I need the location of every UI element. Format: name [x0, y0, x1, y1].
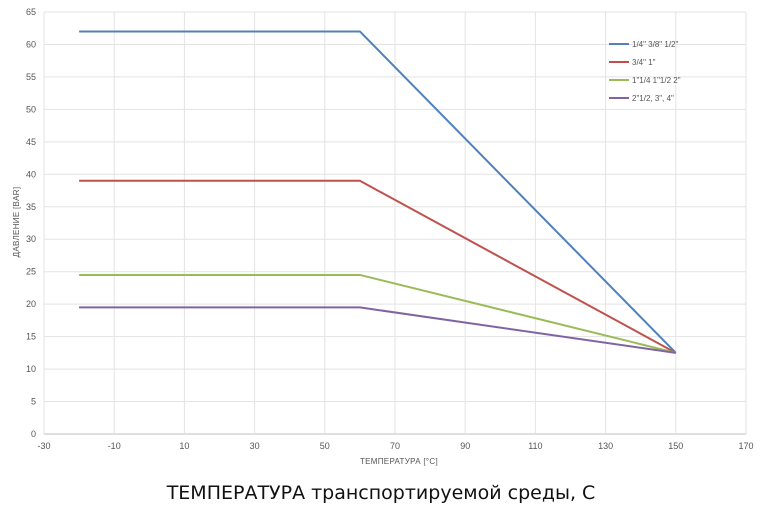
legend-label: 2"1/2, 3", 4" — [632, 94, 674, 103]
x-tick-label: 90 — [460, 441, 470, 451]
y-tick-label: 25 — [26, 267, 36, 277]
x-axis-ticks: -30 -10 10 30 50 70 90 110 130 150 170 — [37, 441, 753, 451]
y-tick-label: 45 — [26, 137, 36, 147]
x-tick-label: -10 — [108, 441, 121, 451]
series-line-4 — [79, 306, 676, 354]
y-tick-label: 10 — [26, 364, 36, 374]
x-axis-title: ТЕМПЕРАТУРА [°C] — [360, 457, 438, 466]
y-axis-ticks: 0 5 10 15 20 25 30 35 40 45 50 55 60 65 — [26, 7, 36, 439]
y-tick-label: 35 — [26, 202, 36, 212]
y-tick-label: 65 — [26, 7, 36, 17]
legend-label: 1"1/4 1"1/2 2" — [632, 76, 681, 85]
series-line-1 — [79, 30, 677, 354]
series-line-3 — [79, 273, 677, 354]
x-tick-label: 110 — [528, 441, 542, 451]
y-tick-label: 5 — [31, 397, 36, 407]
y-axis-title: ДАВЛЕНИЕ [BAR] — [12, 187, 21, 258]
x-tick-label: 150 — [668, 441, 683, 451]
y-tick-label: 20 — [26, 299, 36, 309]
y-tick-label: 30 — [26, 234, 36, 244]
x-tick-label: 170 — [738, 441, 753, 451]
y-tick-label: 55 — [26, 72, 36, 82]
x-tick-label: 70 — [390, 441, 400, 451]
y-tick-label: 0 — [31, 429, 36, 439]
y-tick-label: 15 — [26, 332, 36, 342]
y-tick-label: 50 — [26, 104, 36, 114]
grid-lines — [43, 11, 747, 435]
series-lines — [79, 30, 677, 354]
legend-label: 3/4" 1" — [632, 58, 656, 67]
legend: 1/4" 3/8" 1/2" 3/4" 1" 1"1/4 1"1/2 2" 2"1/2… — [609, 40, 681, 103]
x-tick-label: 50 — [320, 441, 330, 451]
y-tick-label: 40 — [26, 169, 36, 179]
series-line-2 — [79, 179, 677, 354]
y-tick-label: 60 — [26, 39, 36, 49]
pressure-temperature-chart: -30 -10 10 30 50 70 90 110 130 150 170 0 5 10 15 20 25 3… — [12, 7, 754, 466]
x-tick-label: 130 — [598, 441, 613, 451]
x-tick-label: -30 — [37, 441, 50, 451]
x-tick-label: 10 — [179, 441, 189, 451]
x-tick-label: 30 — [250, 441, 260, 451]
legend-label: 1/4" 3/8" 1/2" — [632, 40, 678, 49]
chart-caption: ТЕМПЕРАТУРА транспортируемой среды, С — [166, 482, 596, 504]
